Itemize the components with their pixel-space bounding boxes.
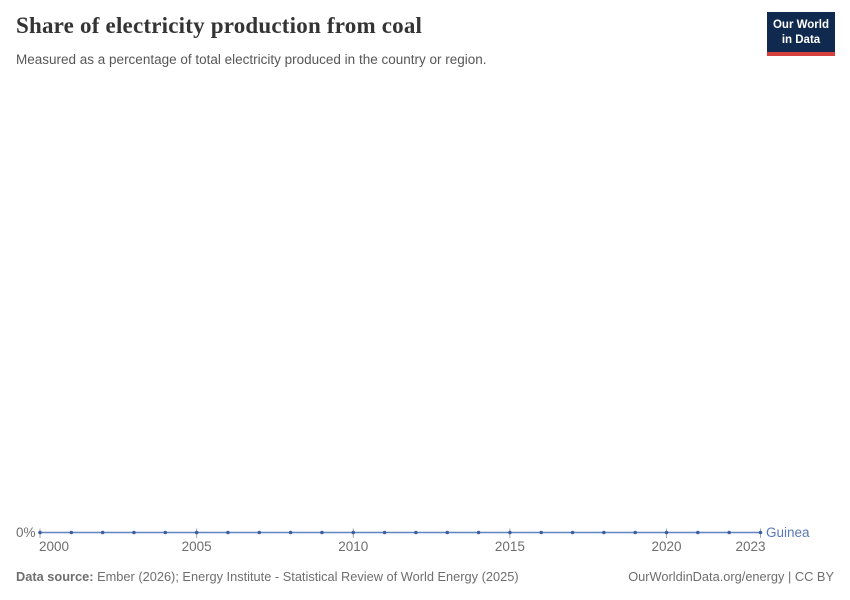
owid-logo[interactable]: Our World in Data	[767, 12, 835, 56]
data-point-2000	[38, 530, 42, 535]
data-point-2016	[539, 530, 544, 535]
data-source-text: Ember (2026); Energy Institute - Statist…	[93, 569, 519, 584]
data-point-2017	[570, 530, 575, 535]
data-point-2021	[696, 530, 700, 535]
x-axis-label-2000: 2000	[39, 539, 69, 554]
page-subtitle: Measured as a percentage of total electr…	[16, 52, 487, 67]
data-point-2018	[602, 530, 606, 535]
data-point-2023	[758, 530, 763, 535]
data-point-2010	[351, 530, 356, 535]
data-point-2003	[132, 530, 136, 535]
data-point-2020	[664, 530, 669, 535]
data-point-2009	[320, 530, 324, 535]
data-point-2002	[100, 530, 105, 535]
owid-logo-line1: Our World	[772, 19, 829, 31]
data-point-2022	[727, 530, 731, 535]
x-axis-label-2010: 2010	[338, 539, 368, 554]
owid-logo-accent-bar	[767, 52, 835, 56]
data-point-2019	[633, 530, 637, 535]
data-source-note: Data source: Ember (2026); Energy Instit…	[16, 569, 519, 584]
x-axis-label-2015: 2015	[495, 539, 525, 554]
chart-footer: Data source: Ember (2026); Energy Instit…	[16, 569, 834, 584]
data-point-2001	[69, 530, 74, 535]
data-point-2012	[414, 530, 418, 535]
owid-logo-line2: in Data	[781, 33, 821, 46]
x-axis-label-2005: 2005	[182, 539, 212, 554]
owid-license-link[interactable]: OurWorldinData.org/energy | CC BY	[628, 569, 834, 584]
owid-logo-text: Our World in Data	[767, 12, 835, 52]
data-point-2014	[476, 530, 481, 535]
page-title: Share of electricity production from coa…	[16, 13, 423, 38]
data-point-2008	[288, 530, 293, 535]
x-axis-label-2023: 2023	[735, 539, 765, 554]
data-point-2004	[163, 530, 168, 535]
y-axis-label-zero: 0%	[16, 525, 36, 540]
x-axis-label-2020: 2020	[651, 539, 681, 554]
series-label-guinea[interactable]: Guinea	[766, 525, 810, 540]
data-point-2006	[226, 530, 230, 535]
data-point-2011	[382, 530, 387, 535]
data-point-2007	[257, 530, 262, 535]
data-point-2015	[508, 530, 512, 535]
data-point-2005	[194, 530, 199, 535]
data-point-2013	[445, 530, 450, 535]
data-source-label: Data source:	[16, 569, 94, 584]
